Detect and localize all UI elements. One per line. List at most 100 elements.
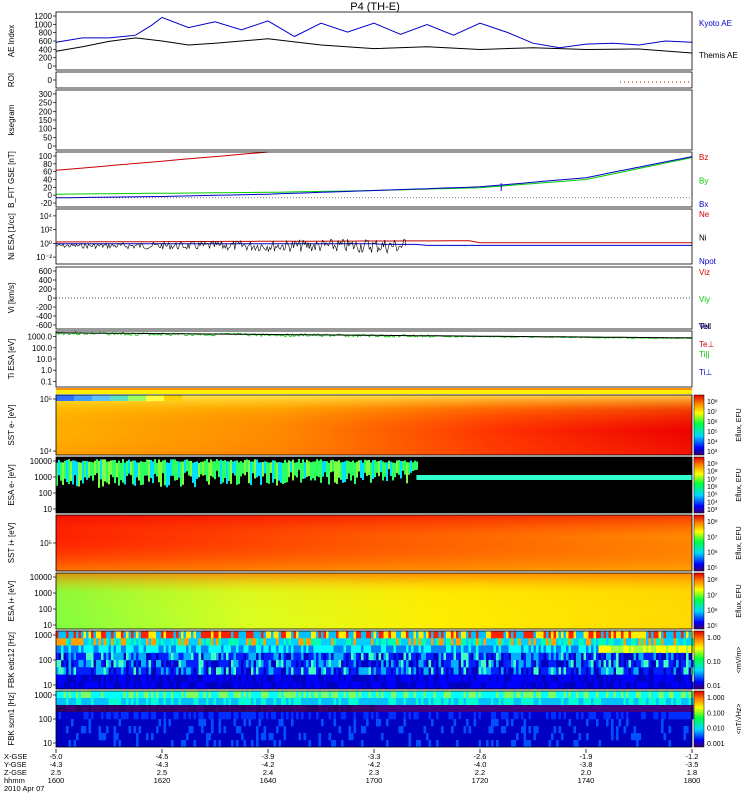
fbk-scm1-panel-cell (613, 705, 617, 713)
fbk-edc12-panel-cell (446, 631, 449, 639)
fbk-scm1-panel-cell (588, 712, 592, 720)
fbk-edc12-panel-cell (411, 652, 414, 661)
fbk-edc12-panel-cell (518, 674, 522, 683)
fbk-scm1-panel-cell (283, 691, 287, 699)
fbk-scm1-panel-cell (373, 698, 377, 706)
fbk-scm1-panel-cell (223, 726, 227, 734)
fbk-scm1-panel-cell (443, 712, 447, 720)
fbk-edc12-panel-cell (413, 674, 417, 683)
fbk-edc12-panel-cell (208, 645, 212, 654)
fbk-edc12-panel-cell (171, 645, 174, 654)
fbk-edc12-panel-cell (328, 631, 332, 639)
fbk-scm1-panel-cell (333, 691, 337, 699)
fbk-edc12-panel-cell (176, 631, 179, 639)
fbk-scm1-panel-cell (526, 698, 529, 706)
fbk-scm1-panel-cell (151, 698, 154, 706)
fbk-edc12-panel-cell (291, 652, 294, 661)
fbk-edc12-panel-cell (76, 638, 79, 646)
fbk-scm1-panel-ylabel: FBK scm1 [Hz] (7, 692, 16, 745)
fbk-scm1-panel-cell (611, 691, 614, 699)
fbk-edc12-panel-cell (493, 631, 497, 639)
esa-electron-panel-cell (260, 462, 262, 485)
fbk-scm1-panel-cell (588, 705, 592, 713)
fbk-scm1-panel-cell (663, 705, 667, 713)
fbk-edc12-panel-cell (146, 660, 149, 668)
fbk-edc12-panel-cell (118, 652, 122, 661)
fbk-scm1-panel-cell (133, 712, 137, 720)
fbk-edc12-panel-cell (646, 645, 649, 654)
fbk-edc12-panel-cell (201, 681, 204, 690)
esa-electron-panel-cell (56, 462, 58, 486)
fbk-edc12-panel-cell (108, 638, 112, 646)
fbk-edc12-panel-cell (366, 631, 369, 639)
fbk-scm1-panel-cell (68, 705, 72, 713)
time-axis-value: -2.6 (474, 752, 487, 761)
fbk-scm1-panel-cell (193, 691, 197, 699)
fbk-scm1-panel-cell (551, 698, 554, 706)
fbk-scm1-panel-cell (363, 698, 367, 706)
fbk-scm1-panel-cell (226, 705, 229, 713)
fbk-scm1-panel-cell (491, 719, 494, 727)
fbk-edc12-panel-cell (141, 638, 144, 646)
fbk-edc12-panel-cell (151, 638, 154, 646)
fbk-edc12-panel-cell (91, 660, 94, 668)
fbk-edc12-panel-cell (366, 645, 369, 654)
fbk-scm1-panel-cell (613, 712, 617, 720)
fbk-edc12-panel-cell (281, 660, 284, 668)
fbk-scm1-panel-cell (481, 691, 484, 699)
fbk-edc12-panel-cell (308, 660, 312, 668)
fbk-edc12-panel-cell (328, 667, 332, 675)
fbk-scm1-panel-cell (561, 698, 564, 706)
fbk-edc12-panel-cell (461, 638, 464, 646)
fbk-scm1-panel-cell (361, 712, 364, 720)
fbk-scm1-panel-cell (501, 691, 504, 699)
fbk-edc12-panel-cell (358, 638, 362, 646)
fbk-scm1-panel-cell (338, 712, 342, 720)
fbk-edc12-panel-cell (198, 652, 202, 661)
fbk-edc12-panel-cell (218, 638, 222, 646)
fbk-edc12-panel-cell (238, 667, 242, 675)
fbk-scm1-panel-cell (271, 705, 274, 713)
fbk-scm1-panel-cell (648, 712, 652, 720)
fbk-scm1-panel-cell (523, 691, 527, 699)
fbk-scm1-panel-cell (551, 733, 554, 741)
fbk-scm1-panel-cell (533, 698, 537, 706)
fbk-edc12-panel-cell (373, 667, 377, 675)
fbk-scm1-panel-cell (483, 698, 487, 706)
fbk-edc12-panel-cell (543, 645, 547, 654)
fbk-edc12-panel-cell (56, 660, 59, 668)
fbk-edc12-panel-cell (168, 631, 172, 639)
fbk-edc12-panel-cell (513, 667, 517, 675)
fbk-scm1-panel-cell (643, 691, 647, 699)
ae-legend-kyoto: Kyoto AE (699, 19, 732, 28)
fbk-scm1-panel-cell (406, 705, 409, 713)
fbk-edc12-panel-cell (143, 652, 147, 661)
fbk-edc12-panel-cell (103, 638, 107, 646)
fbk-edc12-panel-cell (103, 631, 107, 639)
fbk-scm1-panel-cell (483, 712, 487, 720)
fbk-scm1-panel-cell (556, 740, 559, 748)
fbk-scm1-panel-cell (618, 719, 622, 727)
fbk-edc12-panel-cell (178, 645, 182, 654)
fbk-scm1-panel-cell (253, 705, 257, 713)
fbk-edc12-panel-ytick-label: 1000 (34, 631, 52, 640)
fbk-scm1-panel-cell (596, 691, 599, 699)
fbk-scm1-panel-cell (461, 698, 464, 706)
fbk-scm1-panel-cell (173, 705, 177, 713)
fbk-scm1-panel-cell (111, 691, 114, 699)
fbk-scm1-panel-cell (546, 691, 549, 699)
fbk-scm1-panel-cell (136, 740, 139, 748)
fbk-scm1-panel-cell (256, 698, 259, 706)
fbk-edc12-panel-cell (538, 660, 542, 668)
fbk-scm1-panel-cell (218, 705, 222, 713)
fbk-scm1-panel-cell (466, 719, 469, 727)
fbk-scm1-panel-cell (498, 712, 502, 720)
fbk-edc12-panel-cell (478, 681, 482, 690)
fbk-edc12-panel-cell (123, 660, 127, 668)
esa-electron-panel-cell (90, 461, 92, 476)
fbk-edc12-panel-cell (241, 645, 244, 654)
fbk-edc12-panel-cell (488, 652, 492, 661)
esa-electron-panel-cell (368, 459, 370, 475)
fbk-scm1-panel-cell (381, 712, 384, 720)
fbk-scm1-panel-cell (143, 712, 147, 720)
